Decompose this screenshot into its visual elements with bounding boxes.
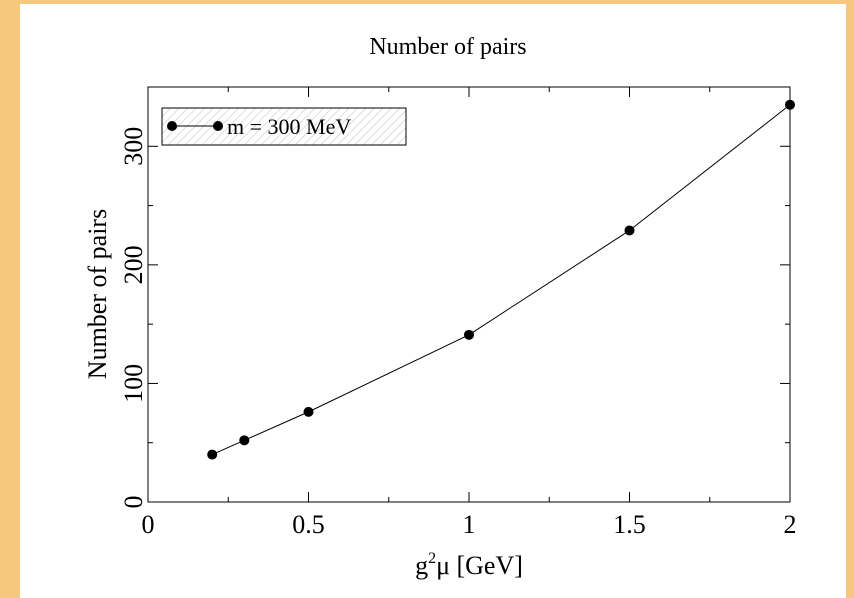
data-point	[464, 329, 474, 340]
chart-title: Number of pairs	[369, 34, 526, 60]
chart-svg: Number of pairs 0 0.5 1 1.5 2 0 100 200 300 Num…	[83, 34, 797, 580]
x-tick-labels: 0 0.5 1 1.5 2	[142, 510, 797, 539]
y-tick-label: 200	[119, 245, 148, 284]
y-tick-labels: 0 100 200 300	[119, 127, 148, 509]
series-line	[211, 104, 791, 456]
x-axis-label-sup: 2	[428, 550, 436, 567]
data-point	[207, 449, 218, 460]
x-axis-label-rest: μ [GeV]	[436, 551, 523, 580]
y-tick-label: 0	[119, 496, 148, 509]
legend-marker-right	[213, 121, 223, 131]
x-tick-label: 1	[463, 510, 476, 539]
y-axis-label: Number of pairs	[83, 209, 112, 379]
axis-ticks	[147, 86, 791, 503]
x-axis-label: g2μ [GeV]	[415, 550, 523, 580]
x-tick-label: 0.5	[292, 510, 325, 539]
data-point	[624, 225, 635, 236]
legend-box	[161, 107, 407, 146]
y-tick-label: 300	[119, 127, 148, 166]
x-tick-label: 1.5	[613, 510, 646, 539]
legend-label: m = 300 MeV	[227, 114, 351, 139]
data-point	[239, 435, 250, 446]
x-axis-label-base: g	[415, 551, 428, 580]
x-tick-label: 0	[142, 510, 155, 539]
data-point	[303, 406, 314, 417]
legend: m = 300 MeV	[161, 107, 407, 146]
legend-marker-left	[167, 121, 177, 131]
series-layer	[207, 99, 795, 460]
data-point	[785, 99, 795, 110]
x-tick-label: 2	[784, 510, 797, 539]
y-tick-label: 100	[119, 364, 148, 403]
